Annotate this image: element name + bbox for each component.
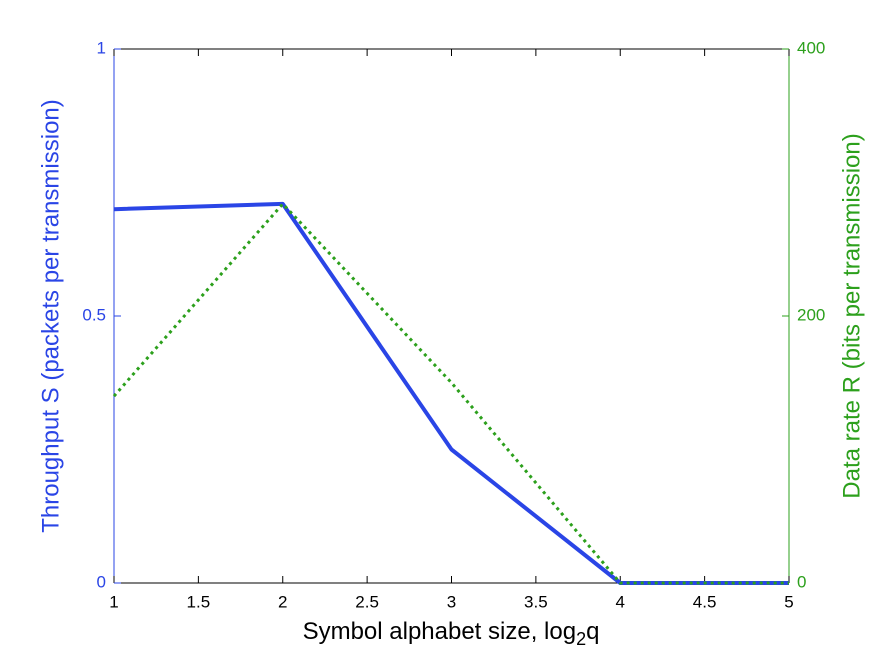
y-tick-label: 1 <box>97 38 106 57</box>
x-label-text: Symbol alphabet size, log <box>303 618 577 645</box>
series-line <box>113 201 789 585</box>
y2-axis-label: Data rate R (bits per transmission) <box>838 133 865 498</box>
y-axis-label: Throughput S (packets per transmission) <box>37 99 64 533</box>
y2-tick-label: 0 <box>797 572 806 591</box>
x-label-subscript: 2 <box>576 629 586 649</box>
x-tick-label: 3 <box>447 592 456 611</box>
x-tick-label: 2.5 <box>355 592 379 611</box>
series-line <box>112 202 789 585</box>
x-tick-label: 5 <box>784 592 793 611</box>
x-tick-label: 2 <box>278 592 287 611</box>
y-tick-label: 0 <box>97 572 106 591</box>
x-tick-label: 3.5 <box>524 592 548 611</box>
x-tick-label: 1 <box>109 592 118 611</box>
x-tick-label: 4 <box>616 592 625 611</box>
x-label-tail: q <box>586 618 599 645</box>
x-tick-label: 4.5 <box>693 592 717 611</box>
y2-tick-label: 400 <box>797 38 825 57</box>
x-axis-label: Symbol alphabet size, log2q <box>303 618 600 648</box>
y2-tick-label: 200 <box>797 305 825 324</box>
x-tick-label: 1.5 <box>187 592 211 611</box>
y-tick-label: 0.5 <box>82 305 106 324</box>
